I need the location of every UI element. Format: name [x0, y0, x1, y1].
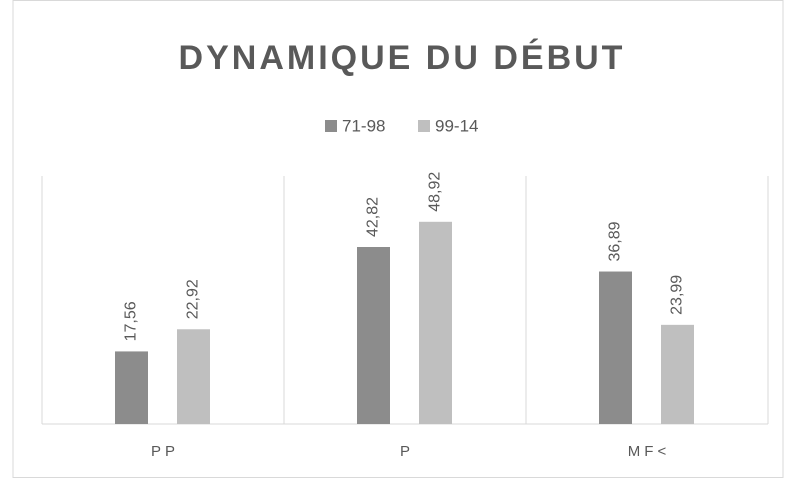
legend-label: 99-14 [435, 116, 478, 135]
bar [599, 271, 632, 424]
data-label: 48,92 [427, 172, 444, 212]
legend-swatch [418, 120, 430, 132]
x-tick-label: MF< [628, 443, 670, 460]
legend-label: 71-98 [342, 116, 385, 135]
data-label: 23,99 [669, 275, 686, 315]
data-label: 22,92 [185, 279, 202, 319]
data-label: 36,89 [607, 221, 624, 261]
chart-title: DYNAMIQUE DU DÉBUT [179, 39, 626, 77]
legend-swatch [325, 120, 337, 132]
data-label: 42,82 [365, 197, 382, 237]
x-tick-label: PP [151, 443, 179, 460]
bar [177, 329, 210, 424]
bar [661, 324, 694, 424]
data-label: 17,56 [123, 301, 140, 341]
bar [357, 247, 390, 424]
bar [419, 221, 452, 424]
x-tick-label: P [400, 443, 414, 460]
bar [115, 351, 148, 424]
